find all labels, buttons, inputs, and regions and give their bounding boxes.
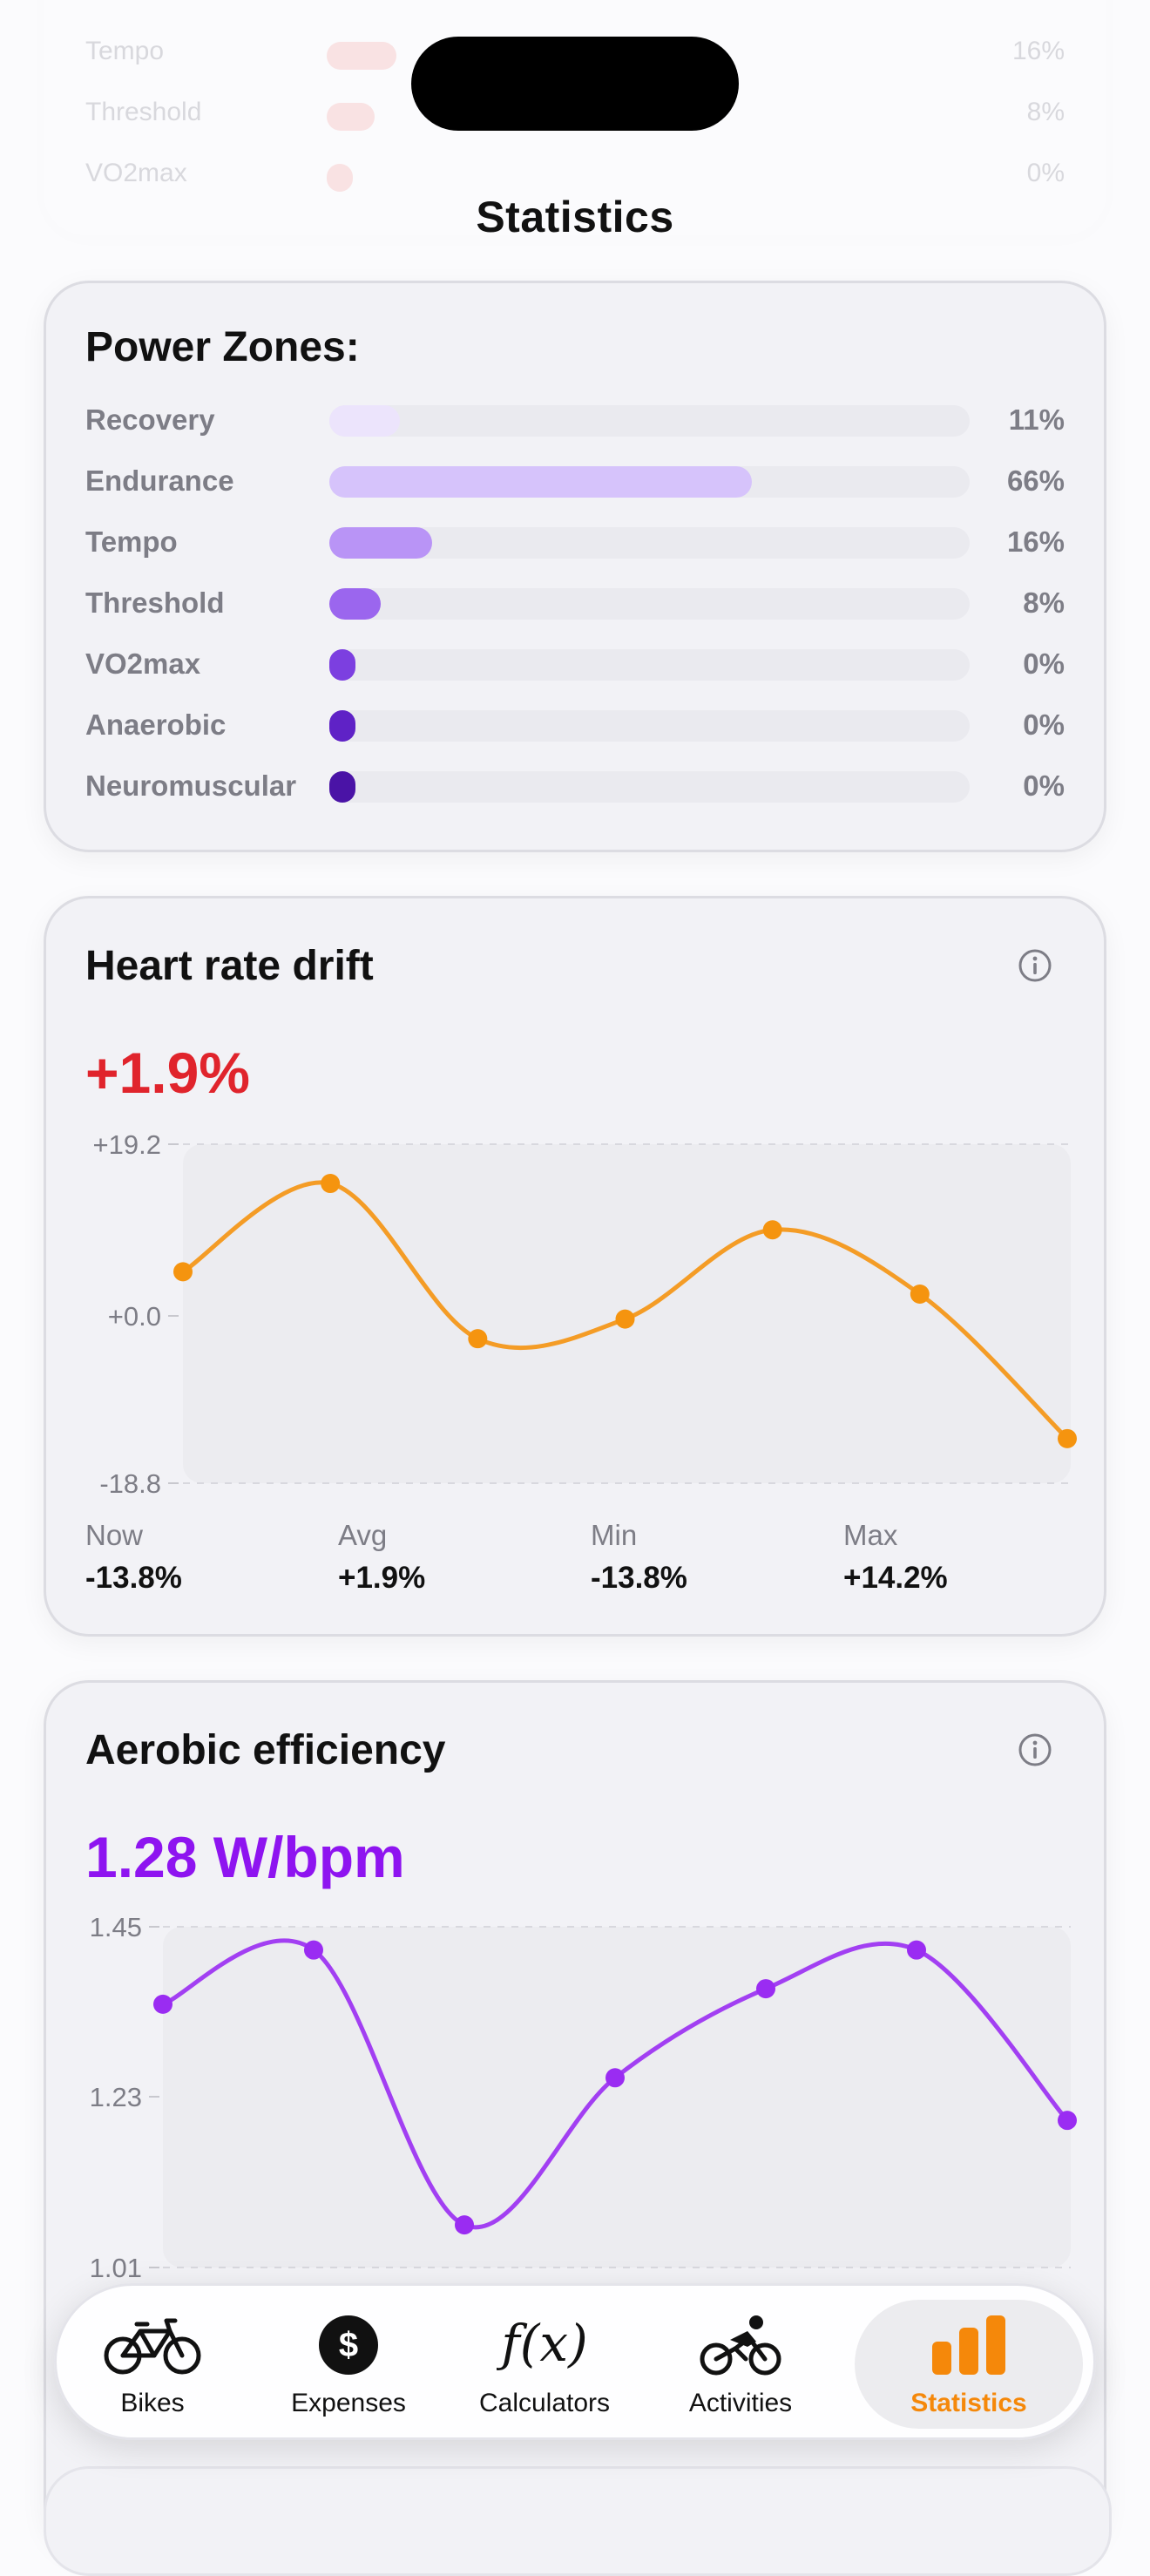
tab-label: Activities xyxy=(688,2389,793,2417)
tab-calculators[interactable]: ƒ(x) Calculators xyxy=(449,2286,640,2443)
zone-track xyxy=(329,527,970,559)
tab-bikes[interactable]: Bikes xyxy=(57,2286,248,2443)
zone-label: VO2max xyxy=(85,647,201,680)
stat-max-value: +14.2% xyxy=(843,1561,948,1595)
zone-label: Recovery xyxy=(85,403,215,436)
zone-bar-fill xyxy=(329,649,355,681)
y-tick-label: 1.45 xyxy=(90,1912,142,1942)
bike-icon xyxy=(104,2318,201,2375)
zone-percent: 0% xyxy=(1023,769,1065,802)
info-icon[interactable] xyxy=(1018,1733,1052,1766)
data-point xyxy=(455,2215,474,2235)
zone-track xyxy=(329,771,970,803)
data-point xyxy=(321,1174,341,1194)
function-icon: ƒ(x) xyxy=(497,2314,588,2373)
y-tick-label: 1.01 xyxy=(90,2253,142,2283)
heart-rate-drift-card: Heart rate drift +1.9% +19.2 +0.0 -18.8 No… xyxy=(44,896,1106,1637)
zone-percent: 8% xyxy=(1023,586,1065,619)
zone-label: Anaerobic xyxy=(85,708,227,741)
y-tick-label: 1.23 xyxy=(90,2082,142,2112)
zone-track xyxy=(329,710,970,742)
dynamic-island xyxy=(411,37,739,131)
zone-bar-fill xyxy=(329,466,753,498)
stat-avg-value: +1.9% xyxy=(338,1561,426,1595)
stat-now-value: -13.8% xyxy=(85,1561,182,1595)
zone-track xyxy=(329,649,970,681)
heart-rate-drift-title: Heart rate drift xyxy=(85,943,374,989)
tab-expenses[interactable]: $ Expenses xyxy=(253,2286,444,2443)
zone-bar-fill xyxy=(329,710,355,742)
power-zones-title: Power Zones: xyxy=(85,324,360,370)
power-zones-card: Power Zones: Recovery 11% Endurance 66% Temp… xyxy=(44,281,1106,852)
tab-label: Expenses xyxy=(291,2389,406,2417)
aerobic-efficiency-title: Aerobic efficiency xyxy=(85,1727,446,1773)
info-icon[interactable] xyxy=(1018,949,1052,982)
stat-min-label: Min xyxy=(591,1519,638,1551)
data-point xyxy=(605,2068,625,2088)
ghost-zone-bar xyxy=(327,103,375,131)
zone-track xyxy=(329,588,970,620)
zone-percent: 16% xyxy=(1006,525,1065,558)
svg-text:$: $ xyxy=(339,2326,358,2364)
ghost-zone-bar xyxy=(327,42,396,70)
zone-track xyxy=(329,405,970,437)
zone-percent: 0% xyxy=(1023,708,1065,741)
zone-bar-fill xyxy=(329,771,355,803)
stat-now-label: Now xyxy=(85,1519,144,1551)
ghost-zone-pct: 0% xyxy=(1026,159,1065,187)
zone-percent: 66% xyxy=(1006,464,1065,497)
ghost-zone-bar xyxy=(327,164,353,192)
tab-statistics[interactable]: Statistics xyxy=(871,2286,1066,2443)
stat-avg-label: Avg xyxy=(338,1519,388,1551)
svg-text:ƒ(x): ƒ(x) xyxy=(497,2314,588,2373)
tab-label: Calculators xyxy=(478,2389,611,2417)
data-point xyxy=(173,1262,193,1282)
aerobic-efficiency-chart: 1.45 1.23 1.01 xyxy=(90,1912,1077,2283)
next-card-peek xyxy=(44,2466,1112,2576)
zone-percent: 11% xyxy=(1008,403,1065,436)
zone-track xyxy=(329,466,970,498)
zone-bar-fill xyxy=(329,588,381,620)
data-point xyxy=(1058,1428,1077,1448)
data-point xyxy=(468,1329,488,1349)
ghost-zone-label: VO2max xyxy=(85,159,187,187)
zone-bar-fill xyxy=(329,405,400,437)
tab-label: Bikes xyxy=(120,2389,185,2417)
data-point xyxy=(756,1979,775,1999)
data-point xyxy=(1058,2111,1077,2131)
y-tick-label: +19.2 xyxy=(93,1129,161,1160)
aerobic-efficiency-value: 1.28 W/bpm xyxy=(85,1825,405,1889)
data-point xyxy=(153,1994,172,2014)
zone-bar-fill xyxy=(329,527,432,559)
data-point xyxy=(907,1940,926,1960)
zone-label: Tempo xyxy=(85,525,178,558)
ghost-zone-pct: 16% xyxy=(1011,37,1065,65)
zone-label: Endurance xyxy=(85,464,234,497)
chart-plot-area xyxy=(163,1927,1071,2268)
dollar-icon: $ xyxy=(319,2315,378,2375)
zone-percent: 0% xyxy=(1023,647,1065,680)
tab-bar: Bikes $ Expenses ƒ(x) Calculators Activi… xyxy=(54,2283,1096,2440)
data-point xyxy=(304,1940,323,1960)
heart-rate-drift-chart: +19.2 +0.0 -18.8 xyxy=(93,1129,1077,1499)
stat-min-value: -13.8% xyxy=(591,1561,687,1595)
ghost-zone-label: Threshold xyxy=(85,98,202,126)
cyclist-icon xyxy=(700,2315,781,2376)
ghost-zone-label: Tempo xyxy=(85,37,165,65)
tab-activities[interactable]: Activities xyxy=(645,2286,836,2443)
y-tick-label: -18.8 xyxy=(99,1468,161,1499)
ghost-zone-pct: 8% xyxy=(1026,98,1065,126)
heart-rate-drift-value: +1.9% xyxy=(85,1041,250,1105)
tab-label: Statistics xyxy=(910,2389,1027,2417)
bar-chart-icon xyxy=(932,2315,1005,2375)
zone-label: Neuromuscular xyxy=(85,769,297,802)
zone-label: Threshold xyxy=(85,586,225,619)
stat-max-label: Max xyxy=(843,1519,898,1551)
data-point xyxy=(910,1284,930,1304)
page-title: Statistics xyxy=(476,193,674,241)
data-point xyxy=(615,1309,635,1329)
y-tick-label: +0.0 xyxy=(108,1301,161,1332)
data-point xyxy=(762,1220,782,1240)
